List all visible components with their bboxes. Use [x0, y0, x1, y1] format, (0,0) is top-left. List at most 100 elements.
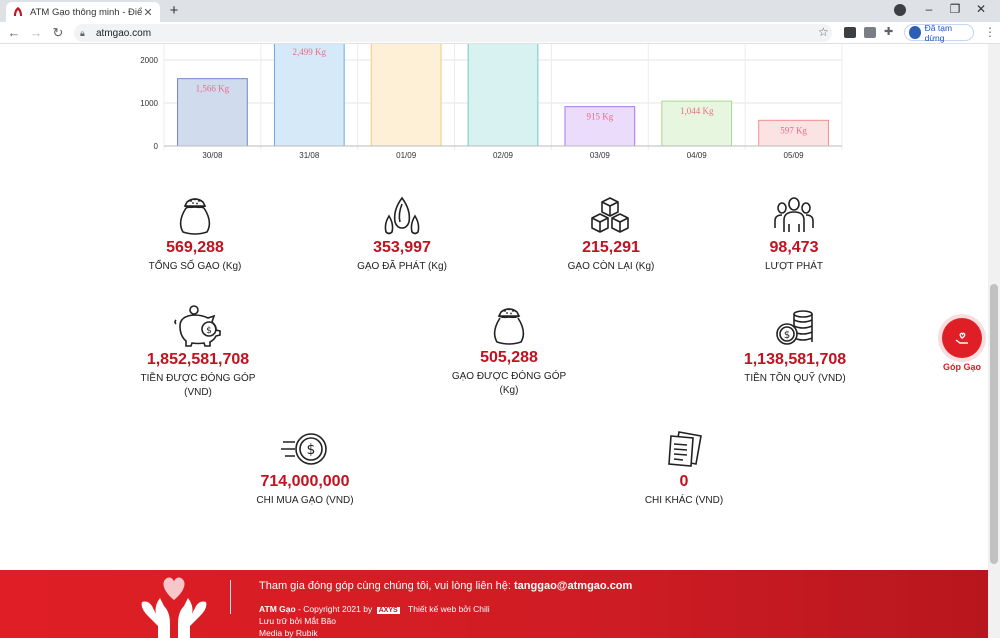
minimize-icon[interactable]: – — [925, 2, 933, 16]
tab-search-icon[interactable] — [894, 4, 906, 16]
stat-fund-balance: $ 1,138,581,708 TIỀN TỒN QUỸ (VND) — [730, 304, 860, 386]
contact-text: Tham gia đóng góp cùng chúng tôi, vui lò… — [259, 580, 515, 592]
hosting-credit[interactable]: Lưu trữ bởi Mắt Bão — [259, 616, 336, 626]
chart-x-tick-label: 01/09 — [396, 151, 417, 160]
tab-title: ATM Gạo thông minh - Điểm nhận — [30, 6, 142, 18]
chart-y-tick-label: 2000 — [140, 56, 158, 65]
scrollbar-thumb[interactable] — [990, 284, 998, 564]
stat-unit: (Kg) — [499, 385, 519, 396]
stat-value: 98,473 — [769, 239, 819, 256]
stat-money-donated: $ 1,852,581,708 TIỀN ĐƯỢC ĐÓNG GÓP (VND) — [128, 304, 268, 400]
browser-menu-icon[interactable]: ⋮ — [984, 25, 996, 39]
rice-sack-icon — [179, 198, 211, 235]
browser-tab-bar: ATM Gạo thông minh - Điểm nhận ✕ + – ❐ ✕ — [0, 0, 1000, 22]
stat-value: 505,288 — [480, 349, 538, 366]
page-content: 0 1000 2000 1,566 Kg 30/08 2,499 Kg 31/08 01/09… — [0, 44, 988, 638]
new-tab-button[interactable]: + — [169, 2, 179, 19]
svg-text:$: $ — [206, 326, 212, 336]
back-icon[interactable]: ← — [7, 25, 21, 40]
address-bar[interactable]: 🔒︎ atmgao.com — [74, 24, 832, 42]
people-icon — [774, 197, 814, 232]
stat-rice-donated: 505,288 GẠO ĐƯỢC ĐÓNG GÓP (Kg) — [434, 304, 584, 398]
bookmark-star-icon[interactable]: ☆ — [818, 25, 829, 39]
donate-rice-button[interactable]: Góp Gạo — [938, 318, 986, 372]
stat-value: 569,288 — [166, 239, 224, 256]
tab-close-icon[interactable]: ✕ — [143, 6, 153, 19]
extensions-puzzle-icon[interactable]: ✚ — [884, 26, 894, 38]
stat-label: LƯỢT PHÁT — [764, 261, 824, 272]
url-text: atmgao.com — [96, 27, 152, 39]
donate-circle[interactable] — [942, 318, 982, 358]
reload-icon[interactable]: ↻ — [52, 25, 64, 40]
fast-money-icon: $ — [281, 433, 327, 465]
svg-text:$: $ — [307, 442, 316, 458]
stat-value: 1,852,581,708 — [146, 351, 250, 368]
stat-rice-given: 353,997 GẠO ĐÃ PHÁT (Kg) — [342, 194, 462, 274]
stat-rice-purchase: $ 714,000,000 CHI MUA GẠO (VND) — [240, 428, 370, 508]
extension-1-icon[interactable] — [844, 27, 856, 38]
chart-x-tick-label: 30/08 — [202, 151, 223, 160]
chart-data-label: 1,566 Kg — [196, 84, 230, 94]
chart-data-label: 2,499 Kg — [293, 47, 327, 57]
stat-label: TIỀN TỒN QUỸ (VND) — [744, 373, 846, 384]
chart-y-tick-label: 0 — [154, 142, 159, 151]
stat-value: 353,997 — [373, 239, 431, 256]
media-credit[interactable]: Media by Rubik — [259, 628, 318, 638]
chart-bar — [177, 78, 248, 147]
chart-bar — [661, 100, 733, 147]
stat-total-rice: 569,288 TỔNG SỐ GẠO (Kg) — [140, 194, 250, 274]
site-favicon-icon — [14, 7, 22, 16]
hand-heart-icon — [955, 332, 968, 344]
footer-copyright: ATM Gạo - Copyright 2021 by AXYS Thiết k… — [259, 604, 490, 614]
chart-x-tick-label: 04/09 — [687, 151, 708, 160]
window-close-icon[interactable]: ✕ — [975, 2, 987, 16]
daily-rice-bar-chart: 0 1000 2000 1,566 Kg 30/08 2,499 Kg 31/08 01/09… — [140, 44, 843, 160]
avatar — [909, 26, 921, 39]
extension-2-icon[interactable] — [864, 27, 876, 38]
boxes-icon — [591, 197, 629, 233]
chart-x-tick-label: 02/09 — [493, 151, 514, 160]
stat-label: GẠO ĐÃ PHÁT (Kg) — [357, 261, 447, 272]
piggy-bank-icon: $ — [174, 305, 221, 347]
donate-label: Góp Gạo — [943, 362, 981, 372]
chart-x-tick-label: 03/09 — [590, 151, 611, 160]
web-design-credit[interactable]: Thiết kế web bởi Chili — [408, 604, 490, 614]
copyright-text: - Copyright 2021 by — [295, 604, 375, 614]
chart-data-label: 597 Kg — [780, 125, 807, 135]
axys-logo[interactable]: AXYS — [376, 607, 400, 614]
stat-handouts: 98,473 LƯỢT PHÁT — [744, 194, 844, 274]
chart-bar — [758, 119, 829, 147]
footer: Tham gia đóng góp cùng chúng tôi, vui lò… — [0, 570, 988, 638]
stat-rice-left: 215,291 GẠO CÒN LẠI (Kg) — [556, 194, 666, 274]
chart-bar — [370, 44, 442, 147]
profile-label: Đã tạm dừng — [924, 22, 953, 43]
stat-other-spend: 0 CHI KHÁC (VND) — [626, 428, 742, 508]
restore-icon[interactable]: ❐ — [949, 2, 961, 16]
chart-data-label: 915 Kg — [586, 112, 613, 122]
chart-x-tick-label: 05/09 — [784, 151, 805, 160]
stat-label: GẠO CÒN LẠI (Kg) — [567, 261, 655, 272]
footer-divider — [230, 580, 231, 614]
forward-icon[interactable]: → — [29, 25, 43, 40]
chart-bar — [273, 44, 345, 147]
hands-heart-logo-icon — [141, 577, 207, 638]
stat-unit: (VND) — [184, 387, 212, 398]
chart-y-tick-label: 1000 — [140, 99, 158, 108]
documents-icon — [668, 431, 702, 467]
contact-email-link[interactable]: tanggao@atmgao.com — [514, 580, 633, 592]
stat-label: GẠO ĐƯỢC ĐÓNG GÓP — [451, 371, 567, 382]
chart-bar — [467, 44, 539, 147]
stat-label: CHI MUA GẠO (VND) — [256, 495, 354, 506]
profile-button[interactable]: Đã tạm dừng — [904, 22, 974, 43]
coin-stack-icon: $ — [776, 310, 813, 345]
rice-sack-icon — [493, 308, 525, 345]
svg-text:$: $ — [784, 330, 790, 341]
chart-data-label: 1,044 Kg — [680, 106, 714, 116]
page-scrollbar[interactable] — [988, 44, 1000, 638]
stat-value: 0 — [679, 473, 689, 490]
lock-icon: 🔒︎ — [80, 27, 85, 38]
chart-bar — [564, 106, 636, 147]
stat-value: 714,000,000 — [260, 473, 350, 490]
stat-label: TIỀN ĐƯỢC ĐÓNG GÓP — [140, 373, 256, 384]
browser-tab[interactable]: ATM Gạo thông minh - Điểm nhận ✕ — [6, 2, 160, 22]
